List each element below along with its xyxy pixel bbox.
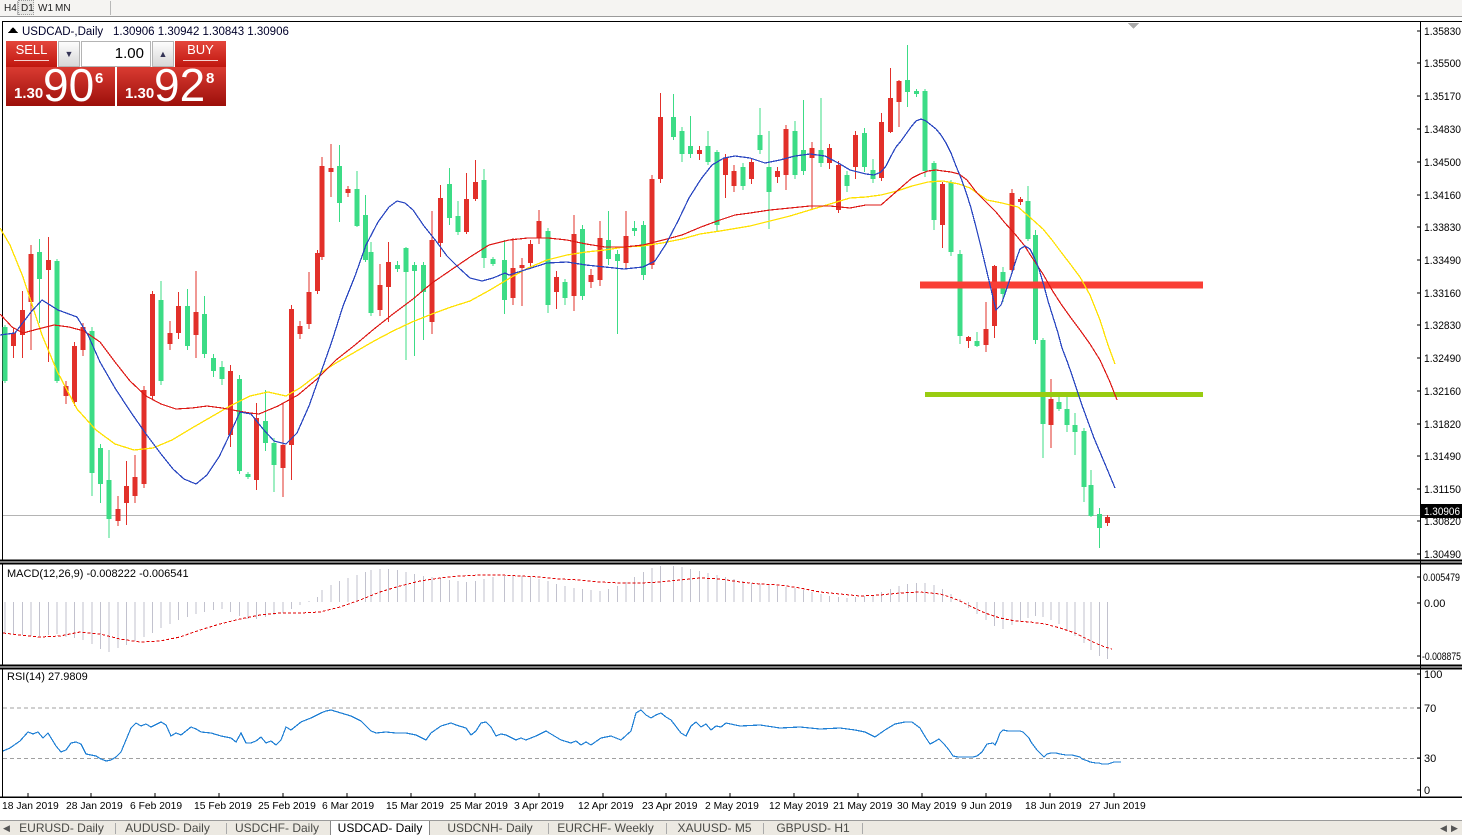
svg-text:12 Apr 2019: 12 Apr 2019 bbox=[578, 801, 634, 812]
svg-text:1.31150: 1.31150 bbox=[1424, 484, 1461, 496]
svg-text:1.35830: 1.35830 bbox=[1424, 26, 1461, 38]
svg-text:-0.008875: -0.008875 bbox=[1422, 651, 1461, 663]
svg-text:1.35500: 1.35500 bbox=[1424, 58, 1461, 70]
svg-text:1.33160: 1.33160 bbox=[1424, 288, 1461, 300]
svg-text:6 Feb 2019: 6 Feb 2019 bbox=[130, 801, 182, 812]
svg-text:27 Jun 2019: 27 Jun 2019 bbox=[1089, 801, 1146, 812]
svg-text:100: 100 bbox=[1424, 669, 1442, 681]
svg-text:0.00: 0.00 bbox=[1424, 598, 1445, 610]
svg-text:9 Jun 2019: 9 Jun 2019 bbox=[961, 801, 1012, 812]
svg-text:21 May 2019: 21 May 2019 bbox=[833, 801, 893, 812]
svg-text:12 May 2019: 12 May 2019 bbox=[769, 801, 829, 812]
svg-text:1.34500: 1.34500 bbox=[1424, 157, 1461, 169]
svg-text:1.35170: 1.35170 bbox=[1424, 91, 1461, 103]
svg-text:1.31490: 1.31490 bbox=[1424, 451, 1461, 463]
svg-text:1.30820: 1.30820 bbox=[1424, 516, 1461, 528]
svg-text:3 Apr 2019: 3 Apr 2019 bbox=[514, 801, 564, 812]
svg-text:1.30490: 1.30490 bbox=[1424, 549, 1461, 561]
svg-text:18 Jun 2019: 18 Jun 2019 bbox=[1025, 801, 1082, 812]
svg-text:1.33490: 1.33490 bbox=[1424, 255, 1461, 267]
svg-text:30 May 2019: 30 May 2019 bbox=[897, 801, 957, 812]
svg-text:USDCAD-,Daily: USDCAD-,Daily bbox=[22, 26, 103, 38]
svg-text:1.32490: 1.32490 bbox=[1424, 353, 1461, 365]
svg-text:2 May 2019: 2 May 2019 bbox=[705, 801, 759, 812]
svg-text:6 Mar 2019: 6 Mar 2019 bbox=[322, 801, 374, 812]
svg-text:18 Jan 2019: 18 Jan 2019 bbox=[2, 801, 59, 812]
svg-text:1.30906 1.30942 1.30843 1.3090: 1.30906 1.30942 1.30843 1.30906 bbox=[113, 26, 289, 38]
svg-text:30: 30 bbox=[1424, 753, 1436, 765]
svg-text:28 Jan 2019: 28 Jan 2019 bbox=[66, 801, 123, 812]
svg-text:1.34830: 1.34830 bbox=[1424, 124, 1461, 136]
svg-text:23 Apr 2019: 23 Apr 2019 bbox=[642, 801, 698, 812]
svg-text:0.005479: 0.005479 bbox=[1423, 572, 1460, 584]
svg-text:1.32830: 1.32830 bbox=[1424, 320, 1461, 332]
svg-text:1.32160: 1.32160 bbox=[1424, 386, 1461, 398]
svg-text:1.30906: 1.30906 bbox=[1424, 506, 1460, 518]
svg-text:25 Feb 2019: 25 Feb 2019 bbox=[258, 801, 316, 812]
svg-text:0: 0 bbox=[1424, 785, 1430, 797]
svg-text:25 Mar 2019: 25 Mar 2019 bbox=[450, 801, 508, 812]
svg-text:1.34160: 1.34160 bbox=[1424, 190, 1461, 202]
svg-text:15 Mar 2019: 15 Mar 2019 bbox=[386, 801, 444, 812]
svg-text:MACD(12,26,9) -0.008222 -0.006: MACD(12,26,9) -0.008222 -0.006541 bbox=[7, 568, 189, 580]
svg-text:70: 70 bbox=[1424, 703, 1436, 715]
svg-text:1.33830: 1.33830 bbox=[1424, 222, 1461, 234]
svg-text:1.31820: 1.31820 bbox=[1424, 419, 1461, 431]
svg-text:15 Feb 2019: 15 Feb 2019 bbox=[194, 801, 252, 812]
svg-text:RSI(14) 27.9809: RSI(14) 27.9809 bbox=[7, 671, 88, 683]
